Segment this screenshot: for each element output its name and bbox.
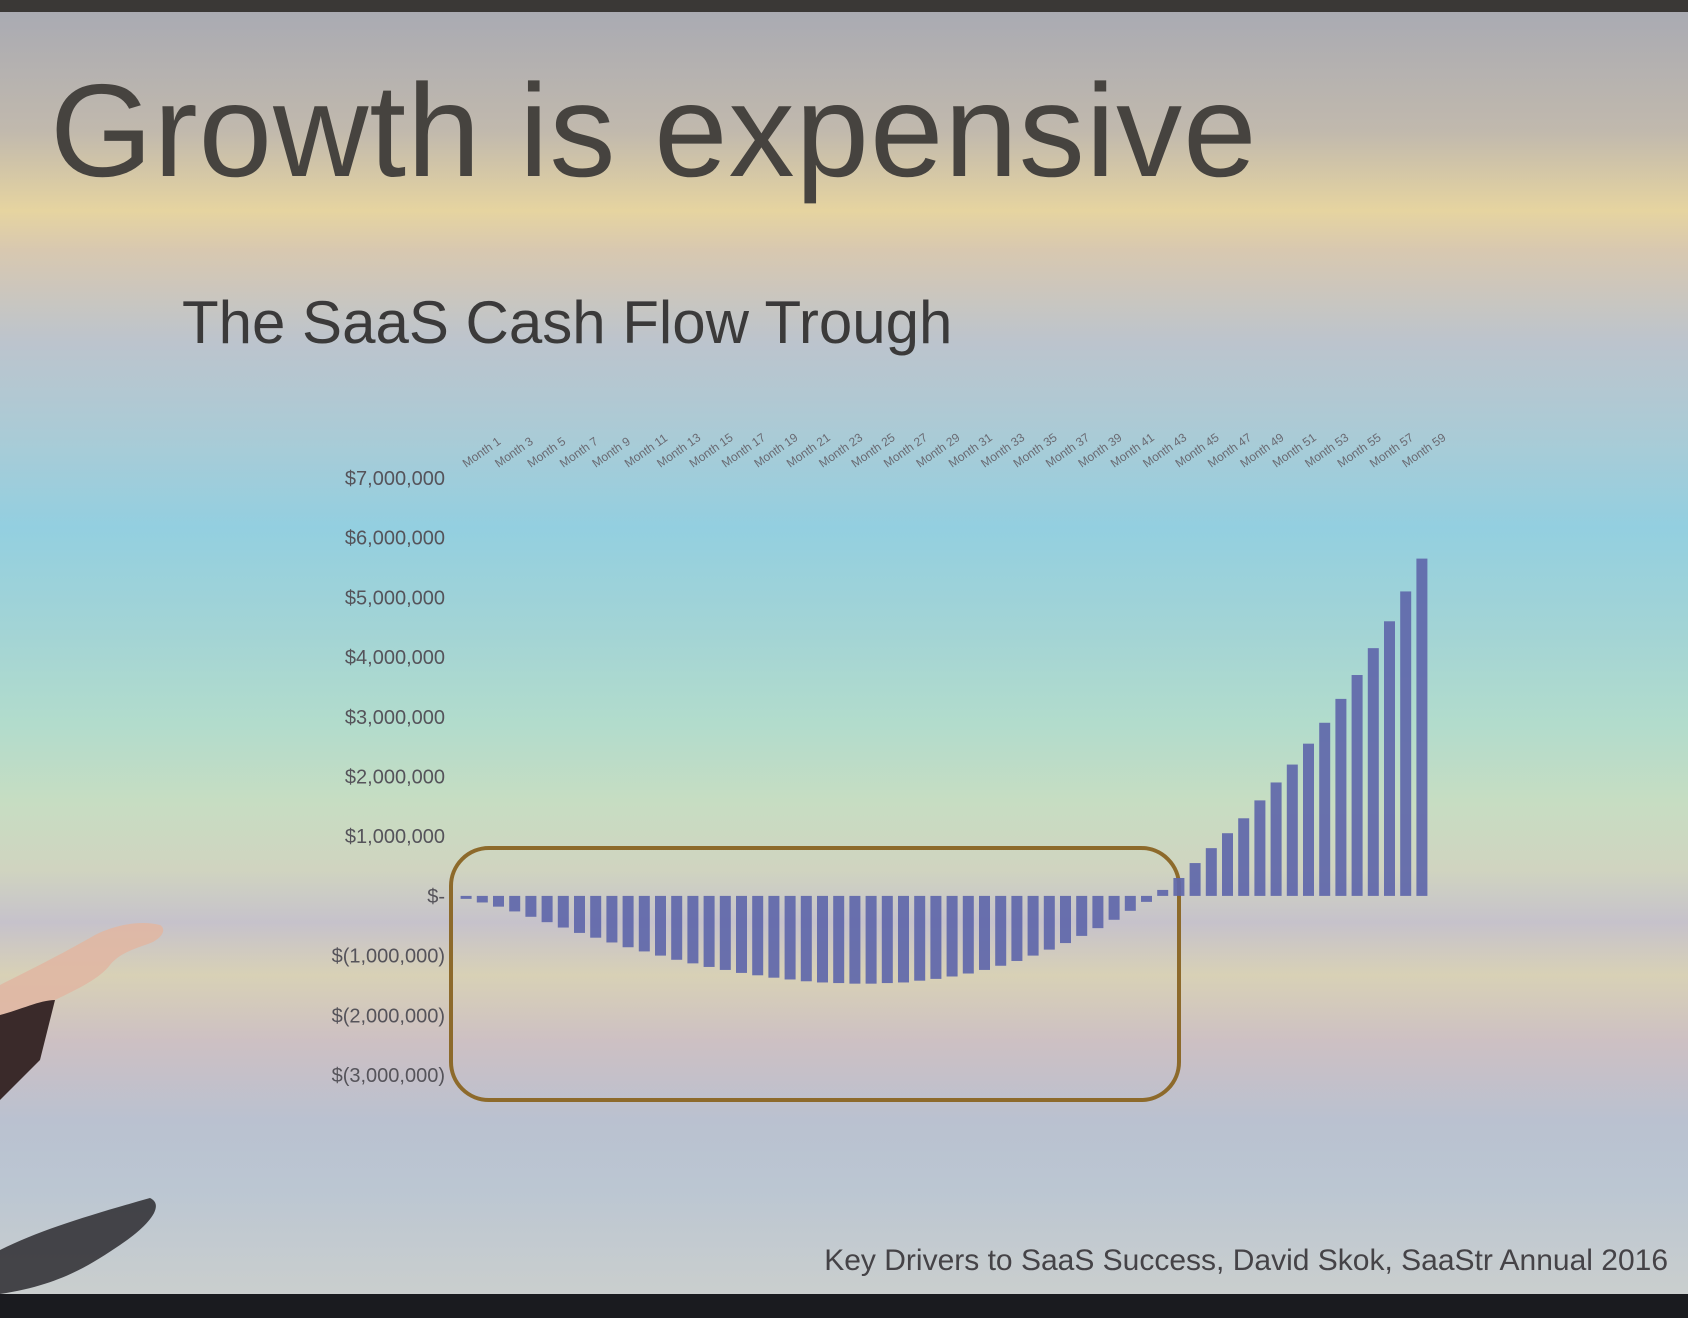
y-tick-label: $4,000,000 (345, 647, 445, 669)
data-bar (687, 895, 699, 964)
screen-bottom-edge (0, 1294, 1688, 1318)
data-bar (1043, 895, 1055, 950)
data-bar (865, 895, 877, 984)
data-bar (979, 895, 990, 970)
data-bar (930, 895, 942, 979)
data-bar (1011, 895, 1023, 961)
data-bar (574, 895, 585, 933)
presenter-hand-silhouette (0, 923, 164, 1294)
data-bar (881, 895, 893, 984)
data-bar (1254, 800, 1266, 896)
slide-title: Growth is expensive (50, 57, 1258, 204)
data-bar (1124, 895, 1136, 911)
y-tick-label: $1,000,000 (345, 826, 445, 848)
data-bar (1157, 889, 1169, 896)
data-bar (703, 895, 715, 967)
data-bar (784, 895, 796, 980)
y-tick-label: $(1,000,000) (332, 946, 445, 968)
data-bar (622, 895, 634, 948)
source-citation: Key Drivers to SaaS Success, David Skok,… (824, 1244, 1668, 1277)
y-tick-label: $(2,000,000) (332, 1005, 445, 1027)
data-bar (476, 895, 488, 903)
data-bar (736, 895, 747, 973)
y-tick-label: $3,000,000 (345, 707, 445, 729)
data-bar (1416, 558, 1428, 896)
data-bar (914, 895, 926, 981)
data-bar (1092, 895, 1104, 929)
data-bar (1060, 895, 1071, 944)
y-tick-label: $(3,000,000) (332, 1065, 445, 1087)
data-bar (1351, 675, 1363, 896)
data-bar (1173, 877, 1185, 896)
data-bar (849, 895, 861, 984)
y-tick-label: $6,000,000 (345, 528, 445, 550)
data-bar (1076, 895, 1088, 936)
data-bar (1222, 833, 1233, 896)
data-bar (1384, 621, 1395, 896)
data-bar (590, 895, 602, 938)
data-bar (1367, 648, 1379, 896)
data-bar (671, 895, 683, 960)
data-bar (557, 895, 569, 928)
data-bar (1270, 782, 1282, 896)
data-bar (752, 895, 764, 976)
data-bar (946, 895, 958, 977)
data-bar (1238, 818, 1250, 896)
data-bar (1286, 764, 1298, 896)
data-bar (833, 895, 845, 984)
screen-top-edge (0, 0, 1688, 12)
data-bar (1141, 895, 1152, 902)
data-bar (1189, 863, 1201, 896)
data-bar (768, 895, 780, 978)
y-tick-label: $5,000,000 (345, 587, 445, 609)
data-bar (1319, 722, 1331, 896)
y-tick-label: $2,000,000 (345, 767, 445, 789)
data-bar (606, 895, 618, 943)
data-bar (541, 895, 553, 923)
data-bar (1027, 895, 1039, 956)
data-bar (1108, 895, 1120, 920)
y-tick-label: $- (427, 886, 445, 908)
data-bar (1400, 591, 1412, 896)
data-bar (719, 895, 731, 970)
data-bar (1303, 743, 1314, 896)
data-bar (509, 895, 521, 912)
data-bar (1335, 698, 1347, 896)
data-bar (638, 895, 650, 952)
data-bar (655, 895, 666, 956)
data-bar (1205, 848, 1217, 896)
data-bar (460, 895, 472, 899)
data-bar (493, 895, 504, 907)
y-tick-label: $7,000,000 (345, 468, 445, 490)
trough-highlight-box (449, 846, 1181, 1102)
data-bar (525, 895, 537, 917)
data-bar (995, 895, 1007, 966)
data-bar (800, 895, 812, 982)
data-bar (817, 895, 828, 983)
data-bar (962, 895, 974, 974)
data-bar (898, 895, 909, 983)
chart-subtitle: The SaaS Cash Flow Trough (182, 289, 953, 356)
